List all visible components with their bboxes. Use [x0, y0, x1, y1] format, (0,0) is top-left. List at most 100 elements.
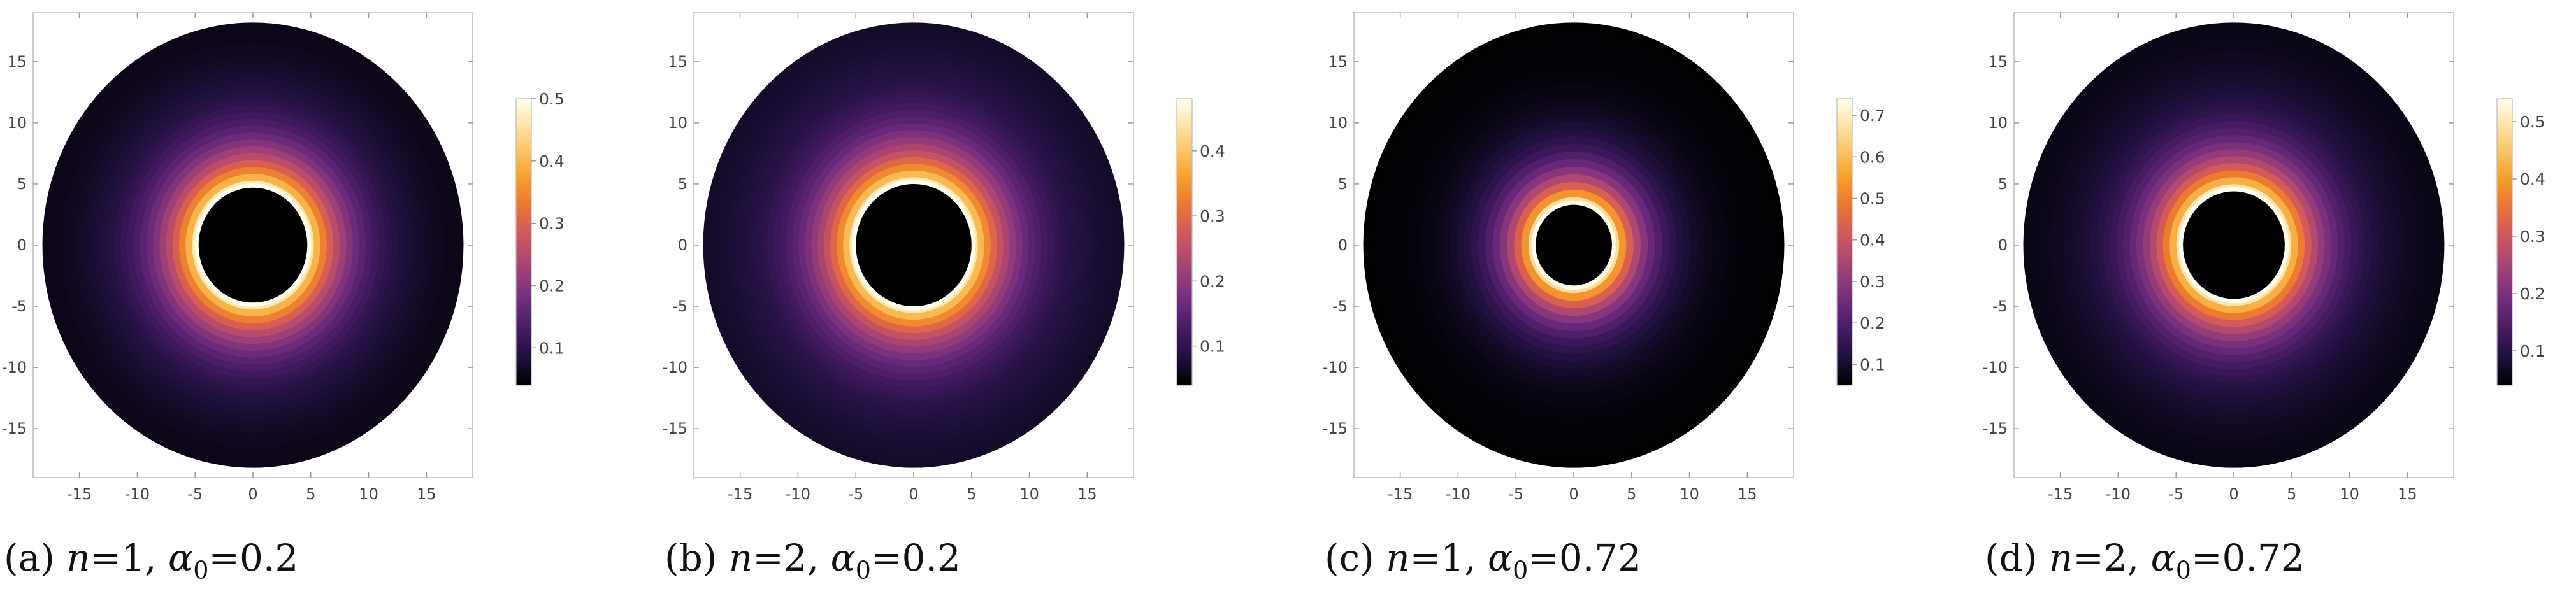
x-tick-label: 5 [306, 485, 315, 503]
x-tick-label: -5 [187, 485, 203, 503]
caption-d: (d) n=2, α0=0.72 [1985, 536, 2305, 585]
density-plot-c: -15 -10 -5 0 5 10 15 -15 -10 -5 0 5 10 15 0.1 0.2 0.3 0.4… [1323, 12, 1885, 503]
y-tick-label: -10 [2, 358, 27, 376]
colorbar-tick-label: 0.5 [1860, 190, 1885, 208]
x-tick-label: -10 [2106, 485, 2131, 503]
shadow-disk [1536, 204, 1612, 286]
x-tick-label: 5 [2287, 485, 2296, 503]
x-tick-label: -15 [728, 485, 752, 503]
colorbar [515, 98, 532, 386]
y-tick-label: 15 [1328, 53, 1348, 71]
colorbar-tick-label: 0.3 [1200, 207, 1225, 225]
colorbar-tick-label: 0.4 [2520, 170, 2545, 188]
colorbar-tick-label: 0.3 [539, 215, 565, 233]
colorbar [1836, 98, 1853, 386]
caption-b: (b) n=2, α0=0.2 [665, 536, 961, 585]
x-tick-label: -15 [2048, 485, 2073, 503]
x-tick-label: 10 [2340, 485, 2359, 503]
colorbar-tick-label: 0.3 [1860, 273, 1885, 291]
density-plot-b: -15 -10 -5 0 5 10 15 -15 -10 -5 0 5 10 15 0.1 0.2 0.3 0.4 [663, 12, 1225, 503]
y-tick-label: 10 [7, 114, 27, 132]
x-tick-label: 0 [909, 485, 918, 503]
caption-n: 1 [1441, 536, 1465, 579]
colorbar-tick-label: 0.2 [2520, 285, 2545, 303]
x-tick-label: -15 [67, 485, 92, 503]
caption-n: 2 [783, 536, 807, 579]
colorbar-tick-label: 0.7 [1860, 106, 1885, 125]
density-plot-a: -15 -10 -5 0 5 10 15 -15 -10 -5 0 5 10 15 0.1 0.2 0.3 0.4… [2, 12, 565, 503]
panel-d: -15 -10 -5 0 5 10 15 -15 -10 -5 0 5 10 15 0.1 0.2 0.3 0.4… [1981, 0, 2576, 589]
y-tick-label: -15 [2, 420, 27, 437]
caption-alpha: 0.72 [2222, 536, 2305, 579]
y-tick-label: 5 [678, 175, 687, 193]
y-tick-label: 0 [1338, 236, 1348, 254]
y-tick-label: 10 [1328, 114, 1348, 132]
y-tick-label: 5 [17, 175, 27, 193]
y-tick-label: 15 [668, 53, 687, 71]
caption-alpha: 0.2 [902, 536, 961, 579]
colorbar-tick-label: 0.4 [1860, 231, 1885, 250]
x-tick-label: -5 [1508, 485, 1523, 503]
x-tick-label: -10 [125, 485, 150, 503]
x-tick-label: 0 [1569, 485, 1578, 503]
x-tick-label: -5 [848, 485, 863, 503]
y-tick-label: 5 [1338, 175, 1348, 193]
colorbar-tick-label: 0.3 [2520, 227, 2545, 246]
x-tick-label: 15 [417, 485, 436, 503]
x-tick-label: 0 [248, 485, 257, 503]
y-tick-label: -5 [1332, 297, 1348, 315]
colorbar [2496, 98, 2513, 386]
x-tick-label: -10 [1446, 485, 1471, 503]
caption-n: 1 [121, 536, 145, 579]
colorbar-tick-label: 0.1 [2520, 342, 2545, 360]
x-tick-label: 15 [1077, 485, 1097, 503]
colorbar-tick-label: 0.5 [539, 90, 565, 108]
panel-c: -15 -10 -5 0 5 10 15 -15 -10 -5 0 5 10 15 0.1 0.2 0.3 0.4… [1321, 0, 1965, 589]
caption-alpha: 0.72 [1558, 536, 1642, 579]
shadow-disk [198, 187, 308, 303]
caption-c: (c) n=1, α0=0.72 [1325, 536, 1642, 585]
y-tick-label: 10 [668, 114, 687, 132]
shadow-disk [856, 183, 972, 307]
colorbar-tick-label: 0.5 [2520, 113, 2545, 131]
x-tick-label: 5 [1627, 485, 1636, 503]
colorbar-tick-label: 0.4 [539, 152, 565, 171]
y-tick-label: 15 [1988, 53, 2008, 71]
caption-label: (d) [1985, 536, 2038, 579]
x-tick-label: -15 [1388, 485, 1413, 503]
colorbar-tick-label: 0.2 [539, 276, 565, 295]
y-tick-label: -5 [11, 297, 27, 315]
y-tick-label: 0 [1998, 236, 2008, 254]
x-tick-label: 0 [2229, 485, 2238, 503]
y-tick-label: -15 [1323, 420, 1348, 437]
caption-label: (a) [4, 536, 55, 579]
y-tick-label: -15 [1983, 420, 2008, 437]
y-tick-label: -15 [663, 420, 687, 437]
y-tick-label: -10 [663, 358, 687, 376]
x-tick-label: 10 [359, 485, 378, 503]
colorbar-tick-label: 0.6 [1860, 148, 1885, 166]
y-tick-label: -10 [1983, 358, 2008, 376]
colorbar-tick-label: 0.1 [1200, 337, 1225, 356]
x-tick-label: -5 [2168, 485, 2184, 503]
caption-a: (a) n=1, α0=0.2 [4, 536, 299, 585]
colorbar-tick-label: 0.1 [539, 339, 565, 357]
x-tick-label: 5 [967, 485, 976, 503]
caption-alpha: 0.2 [240, 536, 299, 579]
caption-label: (c) [1325, 536, 1374, 579]
x-tick-label: 10 [1019, 485, 1039, 503]
panel-a: -15 -10 -5 0 5 10 15 -15 -10 -5 0 5 10 15 0.1 0.2 0.3 0.4… [0, 0, 644, 589]
x-tick-label: 10 [1680, 485, 1699, 503]
density-plot-d: -15 -10 -5 0 5 10 15 -15 -10 -5 0 5 10 15 0.1 0.2 0.3 0.4… [1983, 12, 2545, 503]
colorbar [1176, 98, 1193, 386]
y-tick-label: 0 [17, 236, 27, 254]
colorbar-tick-label: 0.4 [1200, 142, 1225, 160]
caption-n: 2 [2103, 536, 2127, 579]
x-tick-label: 15 [2398, 485, 2417, 503]
caption-label: (b) [665, 536, 717, 579]
y-tick-label: 5 [1998, 175, 2008, 193]
x-tick-label: -10 [786, 485, 810, 503]
x-tick-label: 15 [1738, 485, 1757, 503]
shadow-disk [2183, 191, 2285, 299]
